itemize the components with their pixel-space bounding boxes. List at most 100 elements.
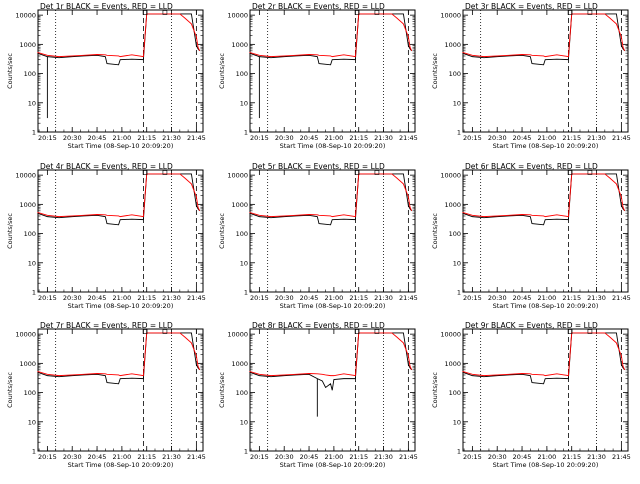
- saturation-marker: [162, 170, 168, 175]
- plot-frame: [249, 328, 416, 452]
- x-tick-label: 21:15: [137, 453, 156, 461]
- y-tick-label: 10: [453, 99, 461, 107]
- y-tick-label: 10000: [227, 331, 248, 339]
- plot-title: Det 8r BLACK = Events, RED = LLD: [252, 321, 385, 330]
- y-tick-label: 1: [32, 129, 36, 137]
- x-tick-label: 20:30: [275, 294, 294, 302]
- y-tick-label: 1: [457, 129, 461, 137]
- y-tick-label: 10000: [15, 331, 36, 339]
- events-line: [37, 13, 201, 66]
- x-tick-label: 20:45: [513, 134, 532, 142]
- x-tick-label: 21:00: [325, 294, 344, 302]
- x-tick-label: 21:00: [325, 453, 344, 461]
- y-tick-label: 1: [244, 129, 248, 137]
- x-axis-label: Start Time (08-Sep-10 20:09:20): [493, 461, 599, 469]
- x-tick-label: 21:15: [562, 453, 581, 461]
- y-axis-label: Counts/sec: [431, 213, 439, 249]
- x-tick-label: 20:30: [488, 294, 507, 302]
- y-axis-label: Counts/sec: [431, 372, 439, 408]
- lld-line: [249, 13, 413, 58]
- y-tick-label: 10: [453, 259, 461, 267]
- saturation-marker: [374, 10, 380, 15]
- y-axis-label: Counts/sec: [218, 53, 226, 89]
- x-tick-label: 20:30: [275, 453, 294, 461]
- x-tick-label: 21:00: [538, 134, 557, 142]
- plot-title: Det 4r BLACK = Events, RED = LLD: [40, 162, 173, 171]
- x-tick-label: 21:15: [562, 294, 581, 302]
- y-tick-label: 1: [32, 448, 36, 456]
- y-axis-label: Counts/sec: [218, 213, 226, 249]
- lld-line: [462, 13, 626, 58]
- x-tick-label: 21:30: [162, 134, 181, 142]
- y-tick-label: 100: [236, 230, 248, 238]
- y-tick-label: 10000: [227, 12, 248, 20]
- plot-frame: [249, 9, 416, 133]
- y-tick-label: 10: [240, 99, 248, 107]
- y-tick-label: 1000: [231, 41, 248, 49]
- plot-frame: [37, 9, 204, 133]
- saturation-marker: [587, 170, 593, 175]
- x-tick-label: 20:30: [63, 453, 82, 461]
- events-line: [249, 173, 413, 226]
- saturation-marker: [587, 329, 593, 334]
- x-tick-label: 21:00: [113, 453, 132, 461]
- events-line: [462, 173, 626, 226]
- x-tick-label: 21:00: [113, 294, 132, 302]
- y-tick-label: 100: [24, 70, 36, 78]
- x-tick-label: 20:15: [38, 294, 57, 302]
- x-tick-label: 21:45: [187, 134, 206, 142]
- x-tick-label: 21:15: [349, 134, 368, 142]
- panel-det-3: Det 3r BLACK = Events, RED = LLD Counts/s…: [431, 2, 631, 150]
- saturation-marker: [162, 10, 168, 15]
- saturation-marker: [142, 10, 148, 15]
- plot-frame: [249, 169, 416, 293]
- x-tick-label: 21:30: [162, 294, 181, 302]
- x-tick-label: 21:15: [137, 294, 156, 302]
- x-tick-label: 21:30: [162, 453, 181, 461]
- x-axis-label: Start Time (08-Sep-10 20:09:20): [493, 142, 599, 150]
- x-axis-label: Start Time (08-Sep-10 20:09:20): [493, 302, 599, 310]
- x-tick-label: 21:15: [137, 134, 156, 142]
- x-tick-label: 20:30: [275, 134, 294, 142]
- x-tick-label: 21:30: [374, 294, 393, 302]
- x-tick-label: 21:45: [187, 294, 206, 302]
- saturation-marker: [567, 10, 573, 15]
- x-tick-label: 20:15: [463, 453, 482, 461]
- plot-frame: [462, 328, 629, 452]
- y-tick-label: 10: [240, 259, 248, 267]
- y-tick-label: 10: [453, 418, 461, 426]
- x-tick-label: 21:45: [399, 453, 418, 461]
- events-line: [462, 13, 626, 66]
- lld-line: [37, 13, 201, 58]
- plot-frame: [37, 169, 204, 293]
- saturation-marker: [162, 329, 168, 334]
- x-tick-label: 21:15: [349, 453, 368, 461]
- y-tick-label: 10000: [227, 172, 248, 180]
- lld-line: [249, 332, 413, 377]
- y-tick-label: 1000: [19, 201, 36, 209]
- saturation-marker: [567, 170, 573, 175]
- x-tick-label: 20:45: [88, 294, 107, 302]
- plot-title: Det 1r BLACK = Events, RED = LLD: [40, 2, 173, 11]
- plot-frame: [37, 328, 204, 452]
- y-tick-label: 10000: [440, 331, 461, 339]
- x-axis-label: Start Time (08-Sep-10 20:09:20): [280, 461, 386, 469]
- x-tick-label: 20:45: [300, 134, 319, 142]
- x-axis-label: Start Time (08-Sep-10 20:09:20): [68, 461, 174, 469]
- lld-line: [37, 332, 201, 377]
- y-axis-label: Counts/sec: [218, 372, 226, 408]
- x-tick-label: 20:30: [488, 453, 507, 461]
- x-tick-label: 20:45: [300, 294, 319, 302]
- x-axis-label: Start Time (08-Sep-10 20:09:20): [68, 142, 174, 150]
- events-line: [37, 173, 201, 226]
- x-tick-label: 20:30: [63, 294, 82, 302]
- y-axis-label: Counts/sec: [6, 53, 14, 89]
- saturation-marker: [354, 170, 360, 175]
- y-axis-label: Counts/sec: [6, 372, 14, 408]
- y-tick-label: 10: [28, 418, 36, 426]
- x-axis-label: Start Time (08-Sep-10 20:09:20): [280, 302, 386, 310]
- y-tick-label: 1: [457, 448, 461, 456]
- y-tick-label: 100: [449, 70, 461, 78]
- x-tick-label: 21:45: [399, 294, 418, 302]
